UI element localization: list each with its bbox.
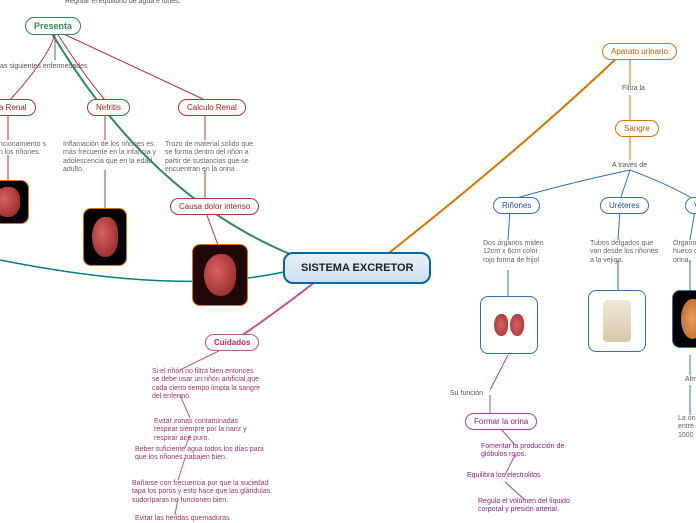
image-kidney-2 [83,208,127,266]
note-regula: Regula el volúmen del líquido corporal y… [478,498,583,515]
node-rinones: Riñones [493,197,540,214]
note-vejiga: Órgano e y hueco q la orina. [673,240,696,265]
label-enfermedades: as siguientes enfermedades [0,63,88,70]
label-filtra: Filtra la [622,85,645,92]
note-cuidado5: Evitar las heridas quemaduras [135,515,255,523]
node-cuidados: Cuidados [205,334,259,351]
image-ureters [588,290,646,352]
image-kidney-3 [192,244,248,306]
note-cuidado3: Beber suficiente agua todos los días par… [135,446,265,463]
label-atraves: A través de [612,162,647,169]
node-aparato: Aparato urinario [602,43,677,60]
note-equilibra: Equilibra los electrolitos [467,472,557,480]
note-cuidado4: Bañarse con frecuencia por que la sucied… [132,480,277,505]
note-orina: La orin entre 5 1000 m [678,415,696,440]
note-calculo: Trozo de material solido que se forma de… [165,141,260,175]
note-rinones: Dos órganos miden 12cm x 6cm color rojo … [483,240,548,265]
node-dolor: Causa dolor intenso [170,198,259,215]
note-ureteres: Tubos delgados que van desde los riñones… [590,240,660,265]
central-topic: SISTEMA EXCRETOR [283,252,431,284]
note-funcionamiento: uncionamiento s en los riñones. [0,141,50,158]
note-cuidado1: Si el riñón no filtra bien entonces se d… [152,368,262,402]
note-cuidado2: Evitar zonas contaminadas respirar siemp… [154,418,254,443]
image-kidney-1 [0,180,29,224]
node-vejiga: Ve [685,197,696,214]
node-nefritis: Nefritis [87,99,130,116]
node-presenta: Presenta [25,17,81,35]
node-sangre: Sangre [615,120,659,137]
label-sufuncion: Su función [450,390,483,397]
node-formar: Formar la orina [465,413,537,430]
image-bladder [672,290,696,348]
label-alm: Alm [685,376,696,383]
note-fomentar: Fomentar la producción de glóbulos rojos… [481,443,566,460]
note-nefritis: Inflamación de los riñones es más frecue… [63,141,158,175]
node-ureteres: Uréteres [600,197,649,214]
node-renal: a Renal [0,99,36,116]
label-regular: Regular el equilibrio de agua e iones. [65,0,181,5]
node-calculo: Calculo Renal [178,99,246,116]
image-kidneys-pair [480,296,538,354]
